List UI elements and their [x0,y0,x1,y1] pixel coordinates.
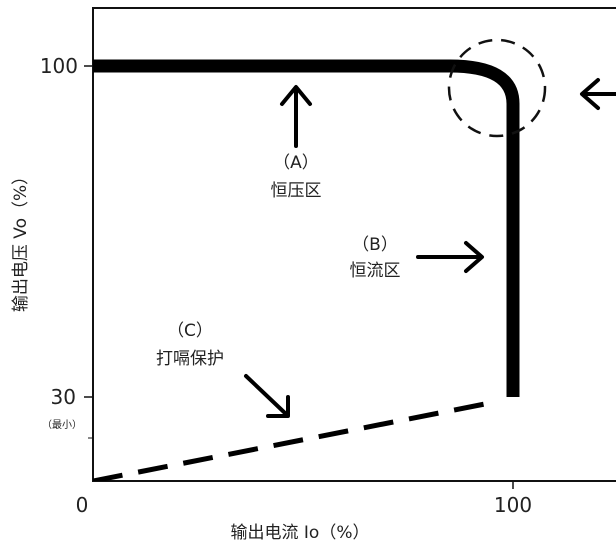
y-tick-label-100: 100 [40,54,78,78]
y-tick-label-30: 30 [51,385,76,409]
annotation-b-text: 恒流区 [350,261,401,281]
series-hiccup-line [93,400,493,481]
arrow-a-icon [280,85,312,148]
annotation-c-text: 打嗝保护 [156,349,224,369]
y-axis-title: 输出电压 Vo（%） [11,168,31,312]
annotation-a-text: 恒压区 [271,181,322,201]
x-axis-title: 输出电流 Io（%） [231,523,370,543]
annotation-b-label: （B） [352,235,398,255]
corner-highlight-circle [447,38,547,138]
plot-frame [92,7,616,482]
y-tick-note: （最小） [42,419,82,431]
annotation-a-label: （A） [273,153,319,173]
arrow-c-icon [244,374,290,418]
annotation-c-label: （C） [167,321,213,341]
arrow-b-icon [416,241,484,273]
arrow-left-icon [580,78,616,110]
x-tick-label-0: 0 [76,493,89,517]
x-tick-label-100: 100 [494,493,532,517]
